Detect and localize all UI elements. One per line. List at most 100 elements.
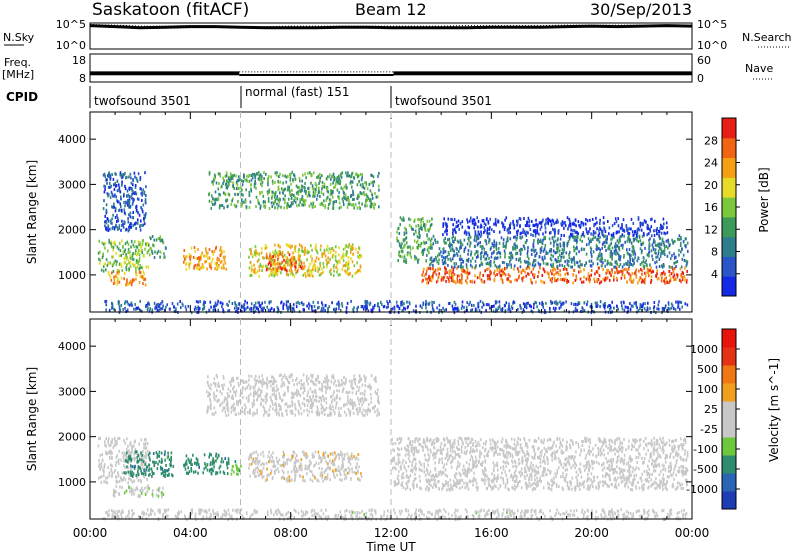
- power-cell: [545, 250, 548, 254]
- power-cell: [641, 278, 644, 282]
- velocity-cell: [325, 460, 327, 464]
- power-cell: [104, 214, 106, 218]
- power-cell: [418, 236, 421, 239]
- power-cell: [662, 226, 665, 230]
- power-cell: [590, 247, 593, 251]
- power-cell: [292, 178, 294, 182]
- velocity-cell: [283, 460, 285, 464]
- power-cell: [453, 272, 456, 276]
- velocity-cell: [129, 477, 131, 481]
- power-cell: [603, 226, 605, 230]
- power-cell: [537, 270, 540, 274]
- power-cell: [656, 307, 658, 311]
- power-cell: [435, 255, 437, 259]
- power-cell: [494, 217, 497, 221]
- power-cell: [274, 253, 276, 257]
- power-cell: [557, 246, 560, 250]
- power-cell: [141, 242, 144, 246]
- power-cell: [309, 274, 312, 277]
- power-cell: [627, 236, 629, 240]
- power-cell: [398, 253, 400, 257]
- power-cell: [345, 250, 348, 254]
- power-cell: [115, 263, 118, 267]
- velocity-cell: [149, 472, 151, 476]
- velocity-cell: [143, 438, 146, 442]
- power-cell: [327, 260, 329, 264]
- power-cell: [347, 245, 350, 249]
- power-cell: [470, 216, 472, 220]
- power-cell: [541, 257, 544, 261]
- power-cell: [336, 267, 339, 271]
- power-cell: [563, 249, 565, 253]
- power-cell: [311, 257, 313, 261]
- velocity-cell: [98, 436, 100, 440]
- power-cell: [112, 205, 114, 209]
- power-cell: [613, 265, 615, 269]
- power-cell: [486, 303, 488, 307]
- power-cell: [584, 222, 587, 226]
- power-cell: [513, 264, 516, 268]
- velocity-cell: [142, 454, 144, 458]
- power-cell: [444, 230, 446, 234]
- power-cell: [406, 300, 408, 304]
- power-cell: [135, 306, 138, 310]
- power-cell: [456, 277, 459, 281]
- power-cell: [623, 274, 626, 277]
- power-cell: [403, 302, 405, 306]
- power-cell: [598, 232, 601, 236]
- power-cell: [219, 261, 222, 265]
- power-cell: [420, 218, 423, 222]
- power-cell: [311, 307, 313, 311]
- power-cell: [554, 268, 557, 272]
- power-cell: [423, 224, 425, 228]
- power-cell: [288, 188, 291, 192]
- power-cell: [616, 278, 618, 282]
- power-cell: [448, 280, 450, 284]
- power-cell: [563, 309, 566, 313]
- velocity-cell: [204, 462, 206, 466]
- power-cell: [134, 175, 136, 179]
- power-cell: [538, 255, 541, 259]
- power-cell: [214, 261, 217, 265]
- power-cell: [348, 199, 350, 203]
- power-cell: [194, 305, 197, 309]
- power-cell: [111, 304, 114, 308]
- velocity-cell: [140, 491, 143, 495]
- velocity-cell: [147, 449, 149, 453]
- velocity-cell: [105, 476, 107, 480]
- power-cell: [133, 307, 135, 311]
- velocity-cell: [218, 466, 221, 470]
- power-cell: [332, 181, 334, 185]
- power-cell: [333, 175, 336, 179]
- power-cell: [513, 301, 516, 305]
- power-cell: [676, 275, 679, 279]
- power-cell: [270, 261, 272, 264]
- power-cell: [258, 174, 261, 178]
- power-cell: [128, 268, 130, 272]
- velocity-cell: [110, 468, 112, 471]
- power-cell: [672, 267, 674, 271]
- power-cell: [650, 275, 653, 279]
- power-cell: [661, 239, 664, 243]
- power-cell: [116, 216, 119, 220]
- power-cell: [344, 196, 347, 200]
- power-cell: [380, 303, 383, 306]
- power-cell: [116, 283, 119, 286]
- velocity-cell: [152, 452, 155, 455]
- power-cell: [127, 229, 130, 233]
- power-cell: [114, 216, 117, 219]
- power-cell: [271, 258, 274, 262]
- power-cell: [262, 194, 265, 198]
- power-cell: [527, 231, 529, 235]
- power-cell: [115, 184, 118, 187]
- power-cell: [575, 277, 578, 281]
- power-cell: [222, 266, 224, 270]
- power-cell: [556, 249, 559, 253]
- power-cell: [99, 258, 102, 262]
- power-cell: [680, 280, 682, 284]
- power-cell: [479, 234, 482, 238]
- power-cell: [518, 274, 520, 278]
- velocity-cell: [220, 460, 223, 464]
- power-cell: [598, 228, 600, 232]
- power-cell: [221, 204, 224, 208]
